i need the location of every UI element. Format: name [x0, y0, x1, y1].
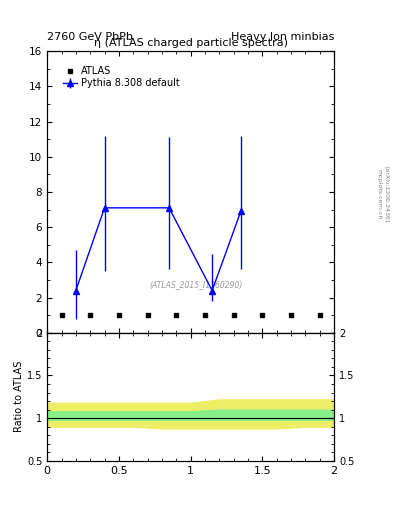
ATLAS [116, 312, 121, 318]
ATLAS [317, 312, 322, 318]
ATLAS [203, 312, 208, 318]
Text: (ATLAS_2015_I1360290): (ATLAS_2015_I1360290) [150, 281, 243, 289]
Text: Heavy Ion minbias: Heavy Ion minbias [231, 32, 334, 42]
ATLAS [88, 312, 93, 318]
Text: mcplots.cern.ch: mcplots.cern.ch [377, 169, 382, 220]
Y-axis label: Ratio to ATLAS: Ratio to ATLAS [14, 361, 24, 433]
ATLAS [174, 312, 179, 318]
Legend: ATLAS, Pythia 8.308 default: ATLAS, Pythia 8.308 default [61, 65, 182, 90]
ATLAS [231, 312, 236, 318]
Title: η (ATLAS charged particle spectra): η (ATLAS charged particle spectra) [94, 38, 288, 48]
Text: 2760 GeV PbPb: 2760 GeV PbPb [47, 32, 133, 42]
ATLAS [59, 312, 64, 318]
ATLAS [145, 312, 150, 318]
Text: [arXiv:1306.3436]: [arXiv:1306.3436] [385, 166, 389, 223]
ATLAS [288, 312, 293, 318]
ATLAS [260, 312, 265, 318]
Line: ATLAS: ATLAS [59, 313, 322, 317]
